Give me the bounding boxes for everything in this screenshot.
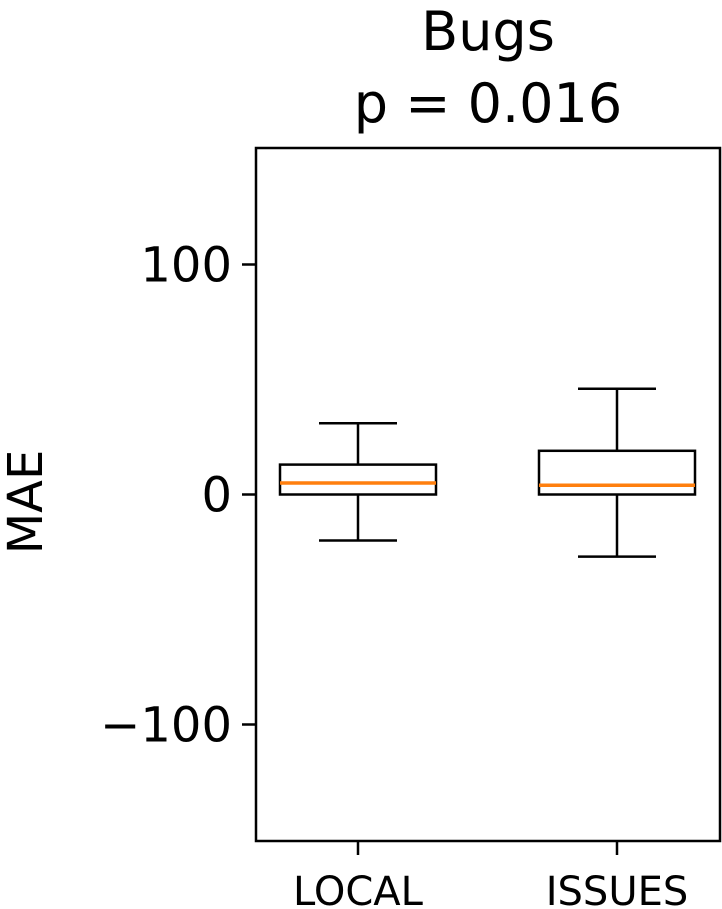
box-series <box>278 387 697 558</box>
box-issues <box>537 387 697 558</box>
iqr-box <box>278 463 438 496</box>
x-tick-label: LOCAL <box>293 869 424 909</box>
iqr-box <box>537 449 697 496</box>
chart-subtitle: p = 0.016 <box>354 72 622 135</box>
box-local <box>278 421 438 542</box>
y-tick-label: 100 <box>140 238 232 294</box>
plot-frame <box>254 146 722 843</box>
chart-title: Bugs <box>421 0 555 63</box>
y-tick-label: 0 <box>201 468 232 524</box>
y-axis-ticks: −100 0 100 <box>100 238 256 754</box>
x-axis-ticks: LOCAL ISSUES <box>293 841 688 909</box>
y-axis-label: MAE <box>0 450 54 555</box>
x-tick-label: ISSUES <box>546 869 689 909</box>
y-tick-label: −100 <box>100 698 232 754</box>
